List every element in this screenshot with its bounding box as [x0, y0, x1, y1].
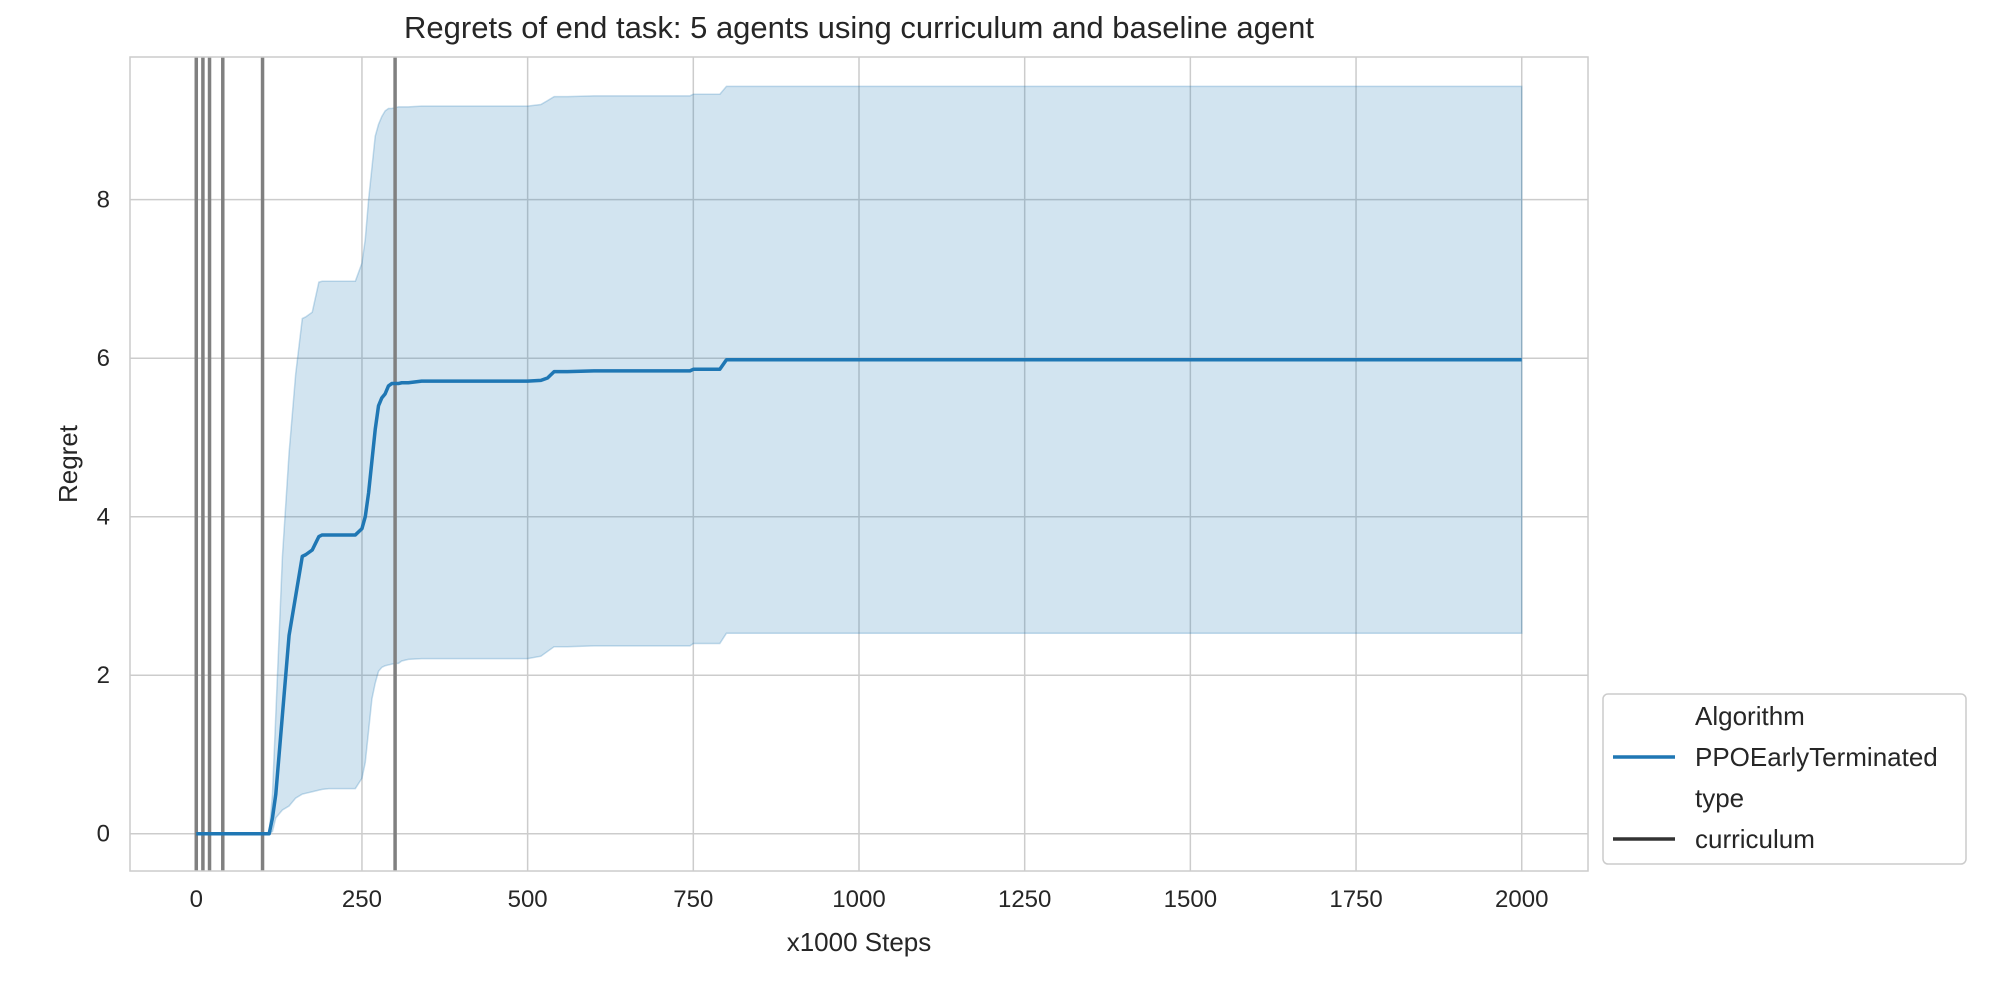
x-tick-label: 1000: [832, 886, 885, 913]
x-tick-label: 500: [508, 886, 548, 913]
x-tick-label: 250: [342, 886, 382, 913]
y-axis-label: Regret: [53, 424, 83, 503]
x-tick-labels: 0 250 500 750 1000 1250 1500 1750 2000: [190, 886, 1549, 913]
x-tick-label: 1750: [1329, 886, 1382, 913]
legend-box: [1602, 693, 1967, 865]
y-tick-label: 2: [97, 662, 110, 689]
x-tick-label: 2000: [1495, 886, 1548, 913]
y-tick-label: 8: [97, 187, 110, 214]
y-tick-label: 6: [97, 345, 110, 372]
y-tick-label: 4: [97, 504, 110, 531]
plot-frame: [129, 56, 1589, 872]
x-tick-label: 1500: [1164, 886, 1217, 913]
x-tick-label: 750: [673, 886, 713, 913]
y-tick-labels: 0 2 4 6 8: [97, 187, 110, 848]
x-axis-label: x1000 Steps: [787, 927, 932, 957]
x-tick-label: 1250: [998, 886, 1051, 913]
legend: Algorithm PPOEarlyTerminated type curriculu…: [1602, 693, 1967, 865]
legend-label: curriculum: [1695, 824, 1815, 854]
vertical-lines-layer: [194, 57, 397, 871]
series-line: [196, 358, 1522, 836]
chart-title: Regrets of end task: 5 agents using curr…: [404, 10, 1314, 45]
series-layer: [196, 358, 1522, 836]
legend-group-title: Algorithm: [1695, 701, 1805, 731]
legend-group-title: type: [1695, 783, 1744, 813]
x-tick-label: 0: [190, 886, 203, 913]
legend-label: PPOEarlyTerminated: [1695, 742, 1938, 772]
y-tick-label: 0: [97, 821, 110, 848]
